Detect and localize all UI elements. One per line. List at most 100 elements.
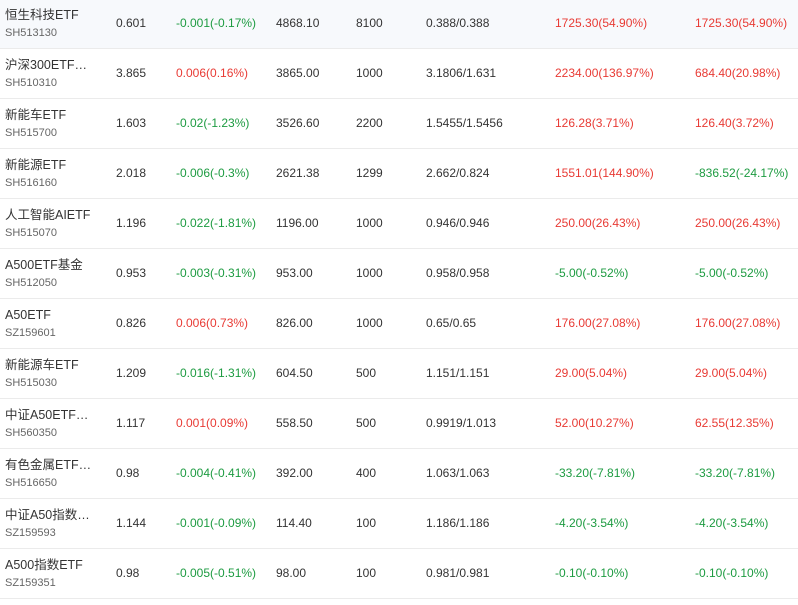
pnl-alt-cell: 176.00(27.08%) bbox=[695, 316, 781, 330]
cost-cell: 0.388/0.388 bbox=[426, 16, 490, 30]
pnl-alt-cell: -836.52(-24.17%) bbox=[695, 166, 789, 180]
fund-name-cell[interactable]: 新能车ETF SH515700 bbox=[5, 99, 105, 148]
fund-name[interactable]: A500ETF基金 bbox=[5, 258, 83, 272]
fund-name[interactable]: 有色金属ETF… bbox=[5, 458, 92, 472]
fund-name-cell[interactable]: 恒生科技ETF SH513130 bbox=[5, 0, 105, 48]
change-cell: -0.001(-0.17%) bbox=[176, 16, 257, 30]
quantity-cell: 500 bbox=[356, 366, 377, 380]
table-row[interactable]: 人工智能AIETF SH515070 1.196 -0.022(-1.81%) 1196… bbox=[0, 199, 798, 249]
table-row[interactable]: A500ETF基金 SH512050 0.953 -0.003(-0.31%) 953.… bbox=[0, 249, 798, 299]
fund-code: SH516650 bbox=[5, 477, 57, 489]
cost-cell: 0.981/0.981 bbox=[426, 566, 490, 580]
fund-name[interactable]: A50ETF bbox=[5, 308, 51, 322]
pnl-cell: 1725.30(54.90%) bbox=[555, 16, 648, 30]
fund-name-cell[interactable]: 中证A50ETF… SH560350 bbox=[5, 399, 105, 448]
pnl-alt-cell: 1725.30(54.90%) bbox=[695, 16, 788, 30]
change-cell: -0.001(-0.09%) bbox=[176, 516, 257, 530]
quantity-cell: 100 bbox=[356, 566, 377, 580]
table-row[interactable]: A500指数ETF SZ159351 0.98 -0.005(-0.51%) 98.00… bbox=[0, 549, 798, 599]
quantity-cell: 400 bbox=[356, 466, 377, 480]
pnl-alt-cell: -0.10(-0.10%) bbox=[695, 566, 769, 580]
fund-code: SZ159351 bbox=[5, 577, 56, 589]
fund-name[interactable]: 新能车ETF bbox=[5, 108, 67, 122]
change-cell: 0.001(0.09%) bbox=[176, 416, 249, 430]
fund-name-cell[interactable]: 有色金属ETF… SH516650 bbox=[5, 449, 105, 498]
table-row[interactable]: 中证A50ETF… SH560350 1.117 0.001(0.09%) 558.50… bbox=[0, 399, 798, 449]
price-cell: 1.117 bbox=[116, 416, 146, 430]
market-value-cell: 4868.10 bbox=[276, 16, 320, 30]
table-row[interactable]: 沪深300ETF… SH510310 3.865 0.006(0.16%) 3865.0… bbox=[0, 49, 798, 99]
table-row[interactable]: A50ETF SZ159601 0.826 0.006(0.73%) 826.00 100… bbox=[0, 299, 798, 349]
table-row[interactable]: 有色金属ETF… SH516650 0.98 -0.004(-0.41%) 392.00… bbox=[0, 449, 798, 499]
cost-cell: 1.063/1.063 bbox=[426, 466, 490, 480]
price-cell: 1.603 bbox=[116, 116, 147, 130]
quantity-cell: 1000 bbox=[356, 266, 383, 280]
quantity-cell: 1299 bbox=[356, 166, 383, 180]
fund-code: SH515030 bbox=[5, 377, 57, 389]
quantity-cell: 1000 bbox=[356, 316, 383, 330]
pnl-cell: -4.20(-3.54%) bbox=[555, 516, 629, 530]
pnl-alt-cell: 62.55(12.35%) bbox=[695, 416, 774, 430]
change-cell: -0.003(-0.31%) bbox=[176, 266, 257, 280]
market-value-cell: 2621.38 bbox=[276, 166, 320, 180]
pnl-alt-cell: 684.40(20.98%) bbox=[695, 66, 781, 80]
fund-name[interactable]: 恒生科技ETF bbox=[5, 8, 79, 22]
pnl-cell: 2234.00(136.97%) bbox=[555, 66, 654, 80]
pnl-alt-cell: -33.20(-7.81%) bbox=[695, 466, 776, 480]
pnl-cell: 126.28(3.71%) bbox=[555, 116, 634, 130]
fund-code: SH510310 bbox=[5, 77, 57, 89]
price-cell: 1.196 bbox=[116, 216, 147, 230]
pnl-cell: 29.00(5.04%) bbox=[555, 366, 628, 380]
market-value-cell: 392.00 bbox=[276, 466, 313, 480]
market-value-cell: 98.00 bbox=[276, 566, 307, 580]
quantity-cell: 1000 bbox=[356, 216, 383, 230]
cost-cell: 1.186/1.186 bbox=[426, 516, 490, 530]
table-row[interactable]: 新能车ETF SH515700 1.603 -0.02(-1.23%) 3526.60 2… bbox=[0, 99, 798, 149]
price-cell: 1.144 bbox=[116, 516, 147, 530]
cost-cell: 0.946/0.946 bbox=[426, 216, 490, 230]
market-value-cell: 114.40 bbox=[276, 516, 312, 530]
cost-cell: 2.662/0.824 bbox=[426, 166, 490, 180]
quantity-cell: 2200 bbox=[356, 116, 383, 130]
pnl-cell: -5.00(-0.52%) bbox=[555, 266, 629, 280]
price-cell: 0.953 bbox=[116, 266, 147, 280]
pnl-alt-cell: -5.00(-0.52%) bbox=[695, 266, 769, 280]
quantity-cell: 500 bbox=[356, 416, 377, 430]
fund-name[interactable]: 新能源ETF bbox=[5, 158, 67, 172]
market-value-cell: 3865.00 bbox=[276, 66, 320, 80]
table-row[interactable]: 中证A50指数… SZ159593 1.144 -0.001(-0.09%) 114.4… bbox=[0, 499, 798, 549]
price-cell: 0.98 bbox=[116, 466, 140, 480]
fund-name[interactable]: 中证A50指数… bbox=[5, 508, 90, 522]
fund-name-cell[interactable]: 新能源ETF SH516160 bbox=[5, 149, 105, 198]
cost-cell: 1.5455/1.5456 bbox=[426, 116, 503, 130]
table-row[interactable]: 恒生科技ETF SH513130 0.601 -0.001(-0.17%) 4868.1… bbox=[0, 0, 798, 49]
fund-name-cell[interactable]: 新能源车ETF SH515030 bbox=[5, 349, 105, 398]
change-cell: -0.006(-0.3%) bbox=[176, 166, 250, 180]
fund-name-cell[interactable]: A50ETF SZ159601 bbox=[5, 299, 105, 348]
fund-name[interactable]: 沪深300ETF… bbox=[5, 58, 87, 72]
change-cell: 0.006(0.73%) bbox=[176, 316, 249, 330]
cost-cell: 0.9919/1.013 bbox=[426, 416, 497, 430]
fund-name-cell[interactable]: A500ETF基金 SH512050 bbox=[5, 249, 105, 298]
fund-name[interactable]: 人工智能AIETF bbox=[5, 208, 91, 222]
quantity-cell: 100 bbox=[356, 516, 377, 530]
fund-name[interactable]: 中证A50ETF… bbox=[5, 408, 89, 422]
market-value-cell: 953.00 bbox=[276, 266, 313, 280]
fund-code: SH513130 bbox=[5, 27, 57, 39]
fund-name[interactable]: 新能源车ETF bbox=[5, 358, 79, 372]
table-row[interactable]: 新能源ETF SH516160 2.018 -0.006(-0.3%) 2621.38 1… bbox=[0, 149, 798, 199]
fund-code: SH516160 bbox=[5, 177, 57, 189]
table-row[interactable]: 新能源车ETF SH515030 1.209 -0.016(-1.31%) 604.50… bbox=[0, 349, 798, 399]
pnl-alt-cell: 126.40(3.72%) bbox=[695, 116, 774, 130]
pnl-alt-cell: 250.00(26.43%) bbox=[695, 216, 781, 230]
change-cell: 0.006(0.16%) bbox=[176, 66, 249, 80]
fund-name-cell[interactable]: 中证A50指数… SZ159593 bbox=[5, 499, 105, 548]
fund-name-cell[interactable]: A500指数ETF SZ159351 bbox=[5, 549, 105, 598]
pnl-alt-cell: -4.20(-3.54%) bbox=[695, 516, 769, 530]
price-cell: 1.209 bbox=[116, 366, 147, 380]
fund-name-cell[interactable]: 人工智能AIETF SH515070 bbox=[5, 199, 105, 248]
pnl-cell: 176.00(27.08%) bbox=[555, 316, 641, 330]
fund-name-cell[interactable]: 沪深300ETF… SH510310 bbox=[5, 49, 105, 98]
fund-name[interactable]: A500指数ETF bbox=[5, 558, 83, 572]
pnl-cell: 250.00(26.43%) bbox=[555, 216, 641, 230]
